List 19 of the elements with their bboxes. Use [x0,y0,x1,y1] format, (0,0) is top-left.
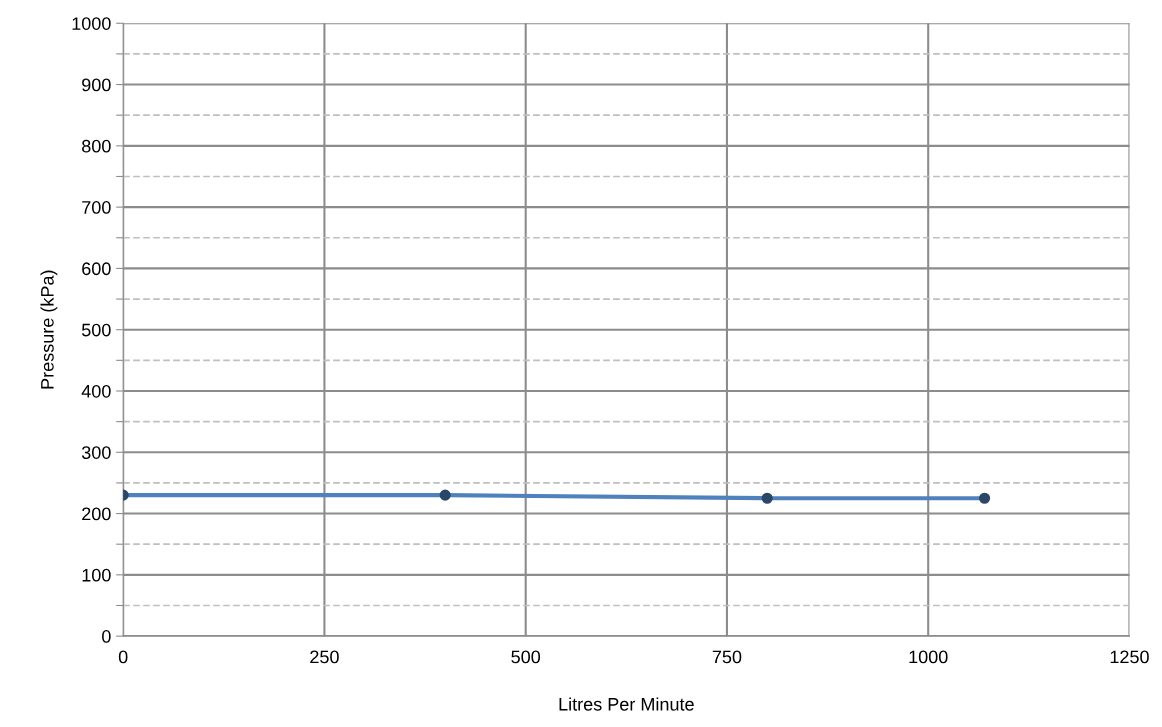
y-tick-label: 600 [82,262,111,276]
x-tick-label: 500 [511,650,541,664]
y-tick-label: 300 [81,446,111,459]
y-tick-label: 100 [82,568,111,582]
x-tick-label: 1250 [1110,650,1149,664]
y-tick-label: 0 [102,630,111,643]
x-tick-label: 1000 [909,650,948,664]
y-tick-label: 200 [82,507,111,521]
y-tick-label: 1000 [72,17,111,30]
y-tick-label: 500 [81,323,111,337]
x-axis-title: Litres Per Minute [559,697,694,711]
y-axis-title: Pressure (kPa) [40,270,58,389]
x-tick-label: 250 [310,650,339,664]
y-tick-label: 400 [81,384,111,398]
y-tick-label: 800 [82,139,111,153]
y-tick-label: 900 [82,78,111,92]
x-tick-label: 750 [712,650,742,664]
x-tick-label: 0 [118,650,128,664]
y-tick-label: 700 [82,201,111,214]
